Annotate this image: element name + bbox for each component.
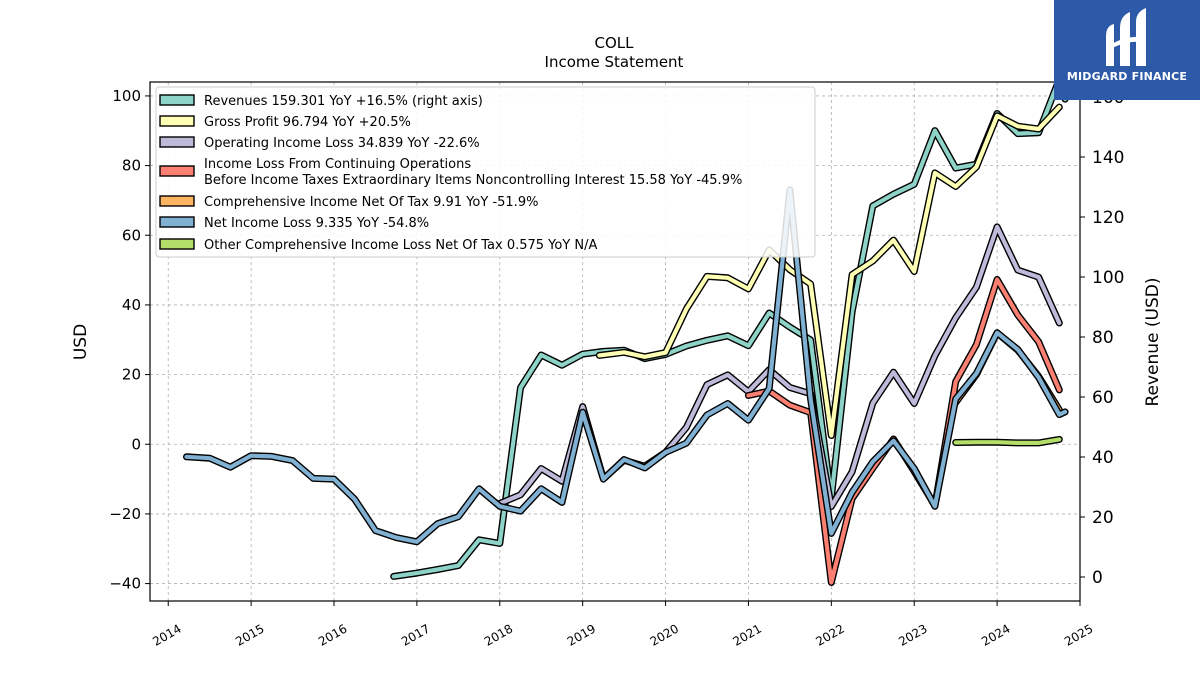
brand-logo: MIDGARD FINANCE (1054, 0, 1200, 100)
legend-entry-line: Other Comprehensive Income Loss Net Of T… (204, 238, 598, 253)
legend-swatch-3 (159, 165, 195, 177)
y-tick-label: 100 (112, 87, 141, 105)
legend-swatch-6 (159, 238, 195, 250)
legend-swatch-4 (159, 195, 195, 207)
y-right-tick-label: 20 (1092, 508, 1114, 528)
legend-entry-line: Revenues 159.301 YoY +16.5% (right axis) (204, 94, 483, 109)
chart-subtitle: Income Statement (545, 53, 684, 71)
series-line-5 (184, 187, 1068, 544)
legend-swatch-1 (159, 115, 195, 127)
y-right-tick-label: 80 (1092, 328, 1114, 348)
legend: Revenues 159.301 YoY +16.5% (right axis)… (155, 86, 816, 258)
y-tick-label: −40 (109, 575, 141, 593)
legend-entry-3: Income Loss From Continuing Operations Be… (204, 157, 742, 188)
legend-entry-1: Gross Profit 96.794 YoY +20.5% (204, 115, 411, 130)
y-right-tick-label: 0 (1092, 568, 1103, 588)
legend-box (155, 86, 816, 258)
y-right-tick-label: 60 (1092, 388, 1114, 408)
series-layer (183, 75, 1069, 586)
y-right-tick-label: 100 (1092, 268, 1124, 288)
y-right-tick-label: 120 (1092, 208, 1124, 228)
brand-mark-icon (1106, 8, 1146, 66)
y-tick-label: 20 (122, 366, 141, 384)
y-right-tick-label: 140 (1092, 148, 1124, 168)
series-line-6 (953, 437, 1062, 445)
y-tick-label: 0 (131, 435, 141, 453)
y-axis-right-label: Revenue (USD) (1143, 277, 1163, 406)
legend-entry-6: Other Comprehensive Income Loss Net Of T… (204, 238, 598, 253)
plot-frame (149, 81, 1081, 602)
legend-entry-2: Operating Income Loss 34.839 YoY -22.6% (204, 136, 480, 151)
chart-title: COLL (595, 34, 635, 52)
series-line-0 (391, 76, 1068, 579)
legend-entry-0: Revenues 159.301 YoY +16.5% (right axis) (204, 94, 483, 109)
y-right-tick-label: 40 (1092, 448, 1114, 468)
y-tick-label: 60 (122, 226, 141, 244)
legend-entry-line: Comprehensive Income Net Of Tax 9.91 YoY… (204, 195, 538, 210)
brand-name: MIDGARD FINANCE (1066, 70, 1188, 83)
legend-entry-line: Operating Income Loss 34.839 YoY -22.6% (204, 136, 480, 151)
legend-entry-5: Net Income Loss 9.335 YoY -54.8% (204, 216, 429, 231)
y-tick-label: −20 (109, 505, 141, 523)
legend-swatch-0 (159, 94, 195, 106)
series-line-1 (597, 105, 1062, 438)
legend-swatch-2 (159, 136, 195, 148)
legend-swatch-5 (159, 216, 195, 228)
y-tick-label: 80 (122, 157, 141, 175)
legend-entry-line: Net Income Loss 9.335 YoY -54.8% (204, 216, 429, 231)
legend-entry-line: Gross Profit 96.794 YoY +20.5% (204, 115, 411, 130)
y-axis-label: USD (71, 324, 91, 360)
legend-entry-4: Comprehensive Income Net Of Tax 9.91 YoY… (204, 195, 538, 210)
legend-entry-line: Before Income Taxes Extraordinary Items … (204, 173, 742, 188)
y-tick-label: 40 (122, 296, 141, 314)
legend-entry-line: Income Loss From Continuing Operations (204, 157, 471, 172)
